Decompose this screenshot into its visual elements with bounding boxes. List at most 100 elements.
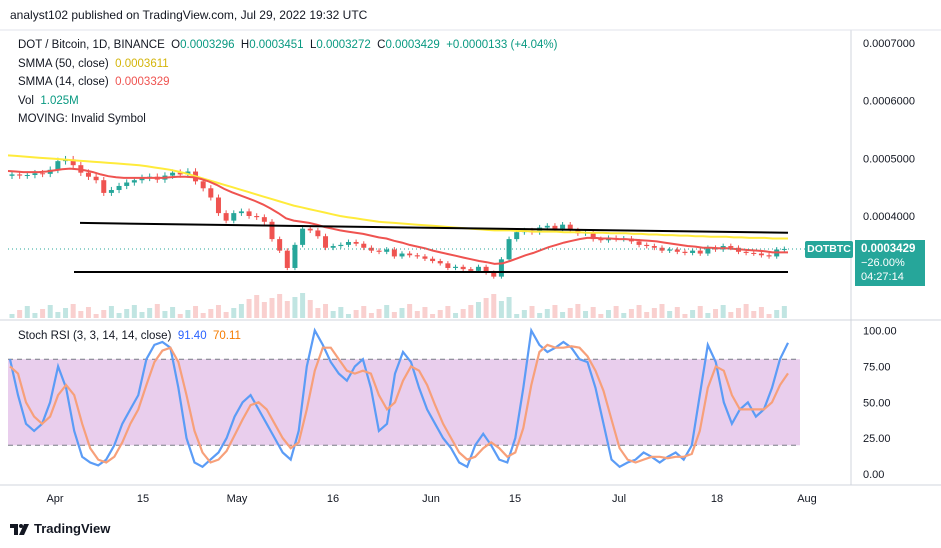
volume-bar: [124, 309, 130, 318]
stoch-rsi-label[interactable]: Stoch RSI (3, 3, 14, 14, close): [18, 330, 172, 342]
volume-bar: [682, 314, 688, 318]
volume-bar: [529, 306, 535, 318]
volume-bar: [537, 313, 543, 318]
volume-bar: [384, 305, 390, 318]
candle-body: [430, 258, 436, 262]
candle-body: [269, 221, 275, 240]
candle-body: [55, 161, 61, 170]
volume-bar: [521, 310, 527, 318]
volume-bar: [200, 313, 206, 318]
volume-bar: [108, 306, 114, 318]
candle-body: [391, 249, 397, 257]
volume-bar: [475, 302, 481, 318]
volume-bar: [85, 307, 91, 318]
volume-bar: [361, 306, 367, 318]
sma14-label[interactable]: SMMA (14, close): [18, 76, 109, 88]
volume-bar: [63, 308, 69, 318]
volume-bar: [185, 310, 191, 318]
candle-body: [85, 172, 91, 177]
volume-bar: [583, 311, 589, 318]
candle-body: [108, 190, 114, 193]
candle-body: [644, 244, 650, 247]
sma50-label[interactable]: SMMA (50, close): [18, 57, 109, 70]
candle-body: [208, 188, 214, 198]
volume-bar: [300, 293, 306, 318]
volume-bar: [720, 305, 726, 318]
candle-body: [238, 211, 244, 214]
candle-body: [223, 213, 229, 221]
symbol-price-tag: DOTBTC: [805, 241, 853, 258]
volume-bar: [24, 306, 30, 318]
current-price-box: 0.0003429 −26.00% 04:27:14: [855, 240, 925, 286]
candle-body: [690, 250, 696, 253]
volume-bar: [323, 304, 329, 318]
candle-body: [124, 182, 130, 186]
symbol-label[interactable]: DOT / Bitcoin, 1D, BINANCE: [18, 39, 165, 51]
candle-body: [277, 239, 283, 251]
candle-body: [368, 247, 374, 251]
tradingview-logo-icon: [10, 522, 30, 536]
candle-body: [422, 256, 428, 259]
candle-body: [460, 266, 466, 270]
candle-body: [674, 249, 680, 252]
volume-bar: [17, 310, 23, 318]
volume-label[interactable]: Vol: [18, 94, 34, 107]
volume-bar: [193, 306, 199, 318]
volume-bar: [338, 307, 344, 318]
footer-brand[interactable]: TradingView: [10, 521, 110, 536]
candle-body: [200, 181, 206, 189]
volume-bar: [399, 308, 405, 318]
volume-bar: [55, 312, 61, 318]
candle-body: [353, 241, 359, 244]
volume-bar: [598, 314, 604, 318]
high-label: H: [240, 39, 250, 51]
candle-body: [437, 261, 443, 264]
candle-body: [24, 174, 30, 176]
volume-bar: [116, 313, 122, 318]
volume-bar: [238, 304, 244, 318]
volume-bar: [177, 314, 183, 318]
volume-bar: [414, 311, 420, 318]
volume-bar: [70, 304, 76, 318]
candle-body: [751, 252, 757, 254]
candle-body: [323, 236, 329, 248]
rsi-axis-tick: 100.00: [863, 326, 897, 338]
volume-bar: [659, 304, 665, 318]
volume-bar: [223, 312, 229, 318]
candle-body: [560, 224, 566, 229]
volume-bar: [277, 294, 283, 318]
candle-body: [215, 197, 221, 214]
candle-body: [101, 180, 107, 193]
volume-bar: [345, 314, 351, 318]
time-axis-tick: 16: [327, 493, 339, 505]
candle-body: [667, 249, 673, 251]
candle-body: [254, 216, 260, 218]
candle-body: [376, 250, 382, 252]
candle-body: [9, 174, 15, 176]
stoch-rsi-k-line: [8, 327, 789, 469]
volume-bar: [460, 309, 466, 318]
candle-body: [300, 228, 306, 245]
volume-bar: [483, 298, 489, 318]
candle-body: [40, 173, 46, 175]
close-value: 0.0003429: [385, 39, 440, 51]
volume-bar: [705, 313, 711, 318]
time-axis-tick: 15: [137, 493, 149, 505]
candle-body: [682, 251, 688, 253]
candle-body: [70, 159, 76, 166]
candle-body: [231, 213, 237, 221]
time-axis-tick: Aug: [797, 493, 817, 505]
candle-body: [506, 239, 512, 260]
volume-bar: [468, 305, 474, 318]
rsi-axis-tick: 25.00: [863, 433, 891, 445]
volume-bar: [628, 309, 634, 318]
footer-brand-text: TradingView: [34, 521, 111, 536]
moving-label[interactable]: MOVING: Invalid Symbol: [18, 113, 146, 125]
time-axis-tick: Apr: [46, 493, 63, 505]
candle-body: [116, 185, 122, 191]
candle-body: [514, 232, 520, 240]
price-axis-tick: 0.0007000: [863, 38, 915, 50]
volume-bar: [170, 307, 176, 318]
candle-body: [284, 250, 290, 268]
